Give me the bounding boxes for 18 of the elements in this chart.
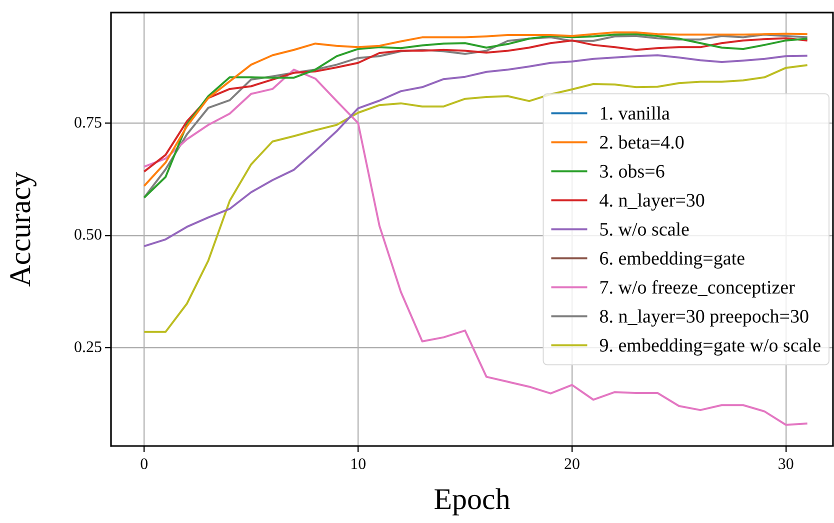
y-tick-label: 0.50 <box>74 226 102 244</box>
x-tick-label: 0 <box>140 456 148 473</box>
legend-label: 6. embedding=gate <box>599 248 746 270</box>
legend-label: 3. obs=6 <box>599 161 665 182</box>
y-tick-label: 0.75 <box>74 114 102 132</box>
legend-label: 7. w/o freeze_conceptizer <box>599 277 796 298</box>
y-axis-title: Accuracy <box>4 172 37 287</box>
y-tick-label: 0.25 <box>74 338 102 356</box>
legend-label: 2. beta=4.0 <box>599 132 684 154</box>
x-tick-label: 10 <box>350 456 366 473</box>
legend-label: 9. embedding=gate w/o scale <box>599 335 822 356</box>
x-tick-label: 20 <box>564 456 580 473</box>
legend-label: 8. n_layer=30 preepoch=30 <box>599 306 810 328</box>
x-tick-label: 30 <box>778 456 794 473</box>
legend-label: 1. vanilla <box>599 103 671 124</box>
legend-label: 4. n_layer=30 <box>599 190 705 212</box>
x-axis-title: Epoch <box>434 482 510 516</box>
legend-label: 5. w/o scale <box>599 219 690 240</box>
